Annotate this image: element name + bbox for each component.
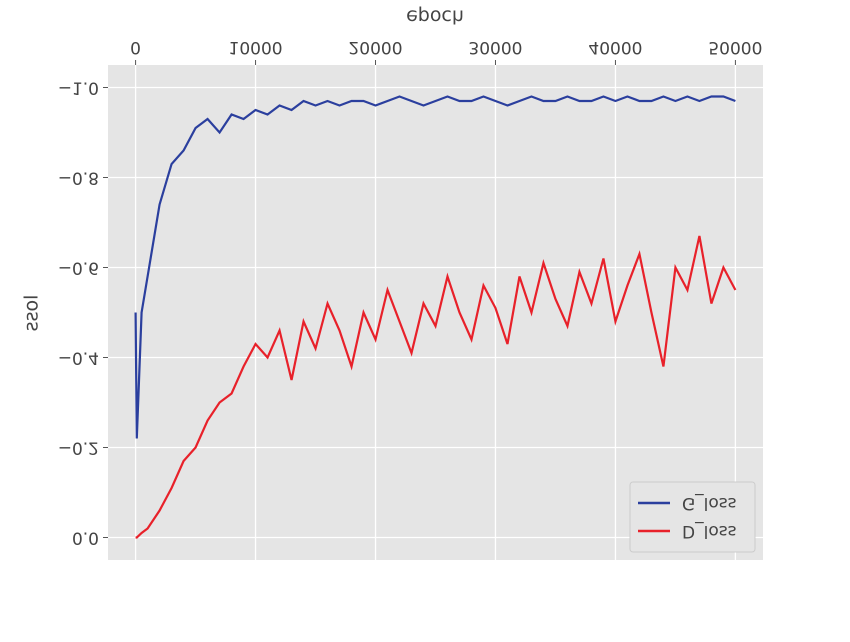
plot-area	[108, 65, 763, 560]
y-axis-label: loss	[21, 295, 43, 332]
x-tick-label: 10000	[229, 37, 283, 57]
x-tick-label: 0	[130, 37, 141, 57]
legend-box	[629, 481, 756, 553]
series-line	[134, 95, 736, 439]
y-tick-label: −0.2	[58, 438, 99, 458]
series-line	[135, 235, 737, 539]
x-axis-label: epoch	[406, 6, 464, 28]
y-tick-label: −0.4	[58, 348, 99, 368]
x-tick-label: 50000	[708, 37, 762, 57]
legend: G_loss D_loss	[629, 481, 756, 553]
y-tick-label: −1.0	[58, 78, 99, 98]
x-tick-label: 30000	[468, 37, 522, 57]
legend-label: G_loss	[682, 493, 737, 513]
y-tick-label: −0.6	[58, 258, 99, 278]
x-tick-label: 40000	[588, 37, 642, 57]
y-tick-label: 0.0	[72, 528, 99, 548]
plot-root: epoch loss −1.0 −0.8 −0.6 −0.4 −0.2 0.0 0 10000…	[21, 6, 763, 560]
y-tick-label: −0.8	[58, 168, 99, 188]
legend-label: D_loss	[682, 521, 737, 541]
x-tick-label: 20000	[348, 37, 402, 57]
